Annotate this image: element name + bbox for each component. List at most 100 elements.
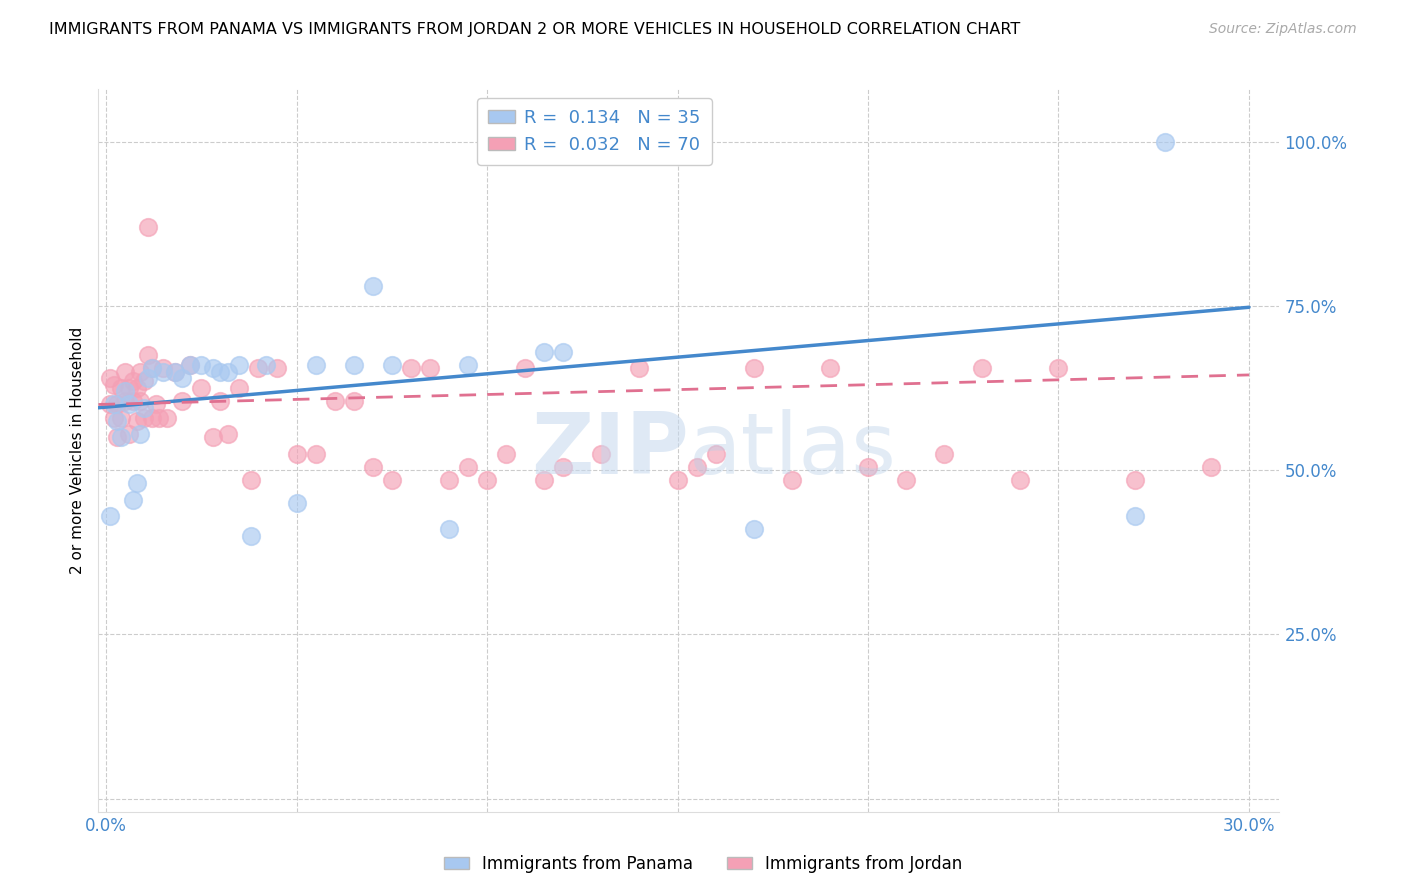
Y-axis label: 2 or more Vehicles in Household: 2 or more Vehicles in Household: [69, 326, 84, 574]
Point: [134, 410, 156, 425]
Text: atlas: atlas: [689, 409, 897, 492]
Point: [1123, 509, 1146, 524]
Point: [129, 365, 152, 379]
Point: [125, 476, 148, 491]
Point: [179, 358, 201, 372]
Point: [172, 371, 194, 385]
Point: [129, 394, 152, 409]
Point: [134, 401, 156, 415]
Point: [742, 522, 765, 536]
Point: [628, 361, 651, 376]
Point: [103, 397, 125, 411]
Point: [533, 473, 555, 487]
Point: [1154, 135, 1177, 149]
Point: [1047, 361, 1070, 376]
Point: [98, 371, 121, 385]
Point: [98, 397, 121, 411]
Point: [972, 361, 994, 376]
Point: [381, 473, 404, 487]
Point: [856, 459, 879, 474]
Point: [818, 361, 841, 376]
Point: [125, 381, 148, 395]
Point: [209, 394, 232, 409]
Point: [1199, 459, 1222, 474]
Point: [125, 414, 148, 428]
Point: [156, 410, 179, 425]
Point: [419, 361, 441, 376]
Point: [136, 371, 159, 385]
Point: [121, 375, 143, 389]
Point: [217, 365, 239, 379]
Point: [513, 361, 536, 376]
Point: [533, 345, 555, 359]
Point: [107, 397, 129, 411]
Point: [141, 361, 163, 376]
Point: [179, 358, 201, 372]
Point: [152, 361, 174, 376]
Point: [361, 459, 384, 474]
Point: [742, 361, 765, 376]
Point: [148, 410, 170, 425]
Point: [666, 473, 689, 487]
Point: [103, 377, 125, 392]
Point: [110, 430, 132, 444]
Point: [553, 345, 575, 359]
Legend: Immigrants from Panama, Immigrants from Jordan: Immigrants from Panama, Immigrants from …: [437, 848, 969, 880]
Point: [1010, 473, 1032, 487]
Text: ZIP: ZIP: [531, 409, 689, 492]
Point: [163, 365, 186, 379]
Point: [114, 365, 136, 379]
Point: [103, 410, 125, 425]
Point: [381, 358, 404, 372]
Point: [399, 361, 422, 376]
Point: [228, 381, 250, 395]
Point: [437, 522, 460, 536]
Point: [934, 447, 956, 461]
Point: [457, 358, 479, 372]
Point: [136, 348, 159, 362]
Point: [190, 358, 212, 372]
Text: IMMIGRANTS FROM PANAMA VS IMMIGRANTS FROM JORDAN 2 OR MORE VEHICLES IN HOUSEHOLD: IMMIGRANTS FROM PANAMA VS IMMIGRANTS FRO…: [49, 22, 1021, 37]
Legend: R =  0.134   N = 35, R =  0.032   N = 70: R = 0.134 N = 35, R = 0.032 N = 70: [478, 98, 711, 165]
Point: [239, 473, 262, 487]
Point: [107, 414, 129, 428]
Point: [145, 397, 167, 411]
Point: [118, 381, 141, 395]
Text: Source: ZipAtlas.com: Source: ZipAtlas.com: [1209, 22, 1357, 37]
Point: [163, 365, 186, 379]
Point: [152, 365, 174, 379]
Point: [201, 361, 224, 376]
Point: [304, 358, 326, 372]
Point: [114, 394, 136, 409]
Point: [457, 459, 479, 474]
Point: [266, 361, 288, 376]
Point: [323, 394, 346, 409]
Point: [217, 427, 239, 442]
Point: [201, 430, 224, 444]
Point: [141, 410, 163, 425]
Point: [343, 358, 366, 372]
Point: [553, 459, 575, 474]
Point: [107, 430, 129, 444]
Point: [209, 365, 232, 379]
Point: [704, 447, 727, 461]
Point: [361, 279, 384, 293]
Point: [134, 375, 156, 389]
Point: [437, 473, 460, 487]
Point: [475, 473, 498, 487]
Point: [285, 496, 308, 510]
Point: [121, 492, 143, 507]
Point: [495, 447, 517, 461]
Point: [239, 529, 262, 543]
Point: [285, 447, 308, 461]
Point: [121, 394, 143, 409]
Point: [190, 381, 212, 395]
Point: [254, 358, 277, 372]
Point: [129, 427, 152, 442]
Point: [136, 220, 159, 235]
Point: [894, 473, 917, 487]
Point: [1123, 473, 1146, 487]
Point: [118, 397, 141, 411]
Point: [228, 358, 250, 372]
Point: [114, 384, 136, 399]
